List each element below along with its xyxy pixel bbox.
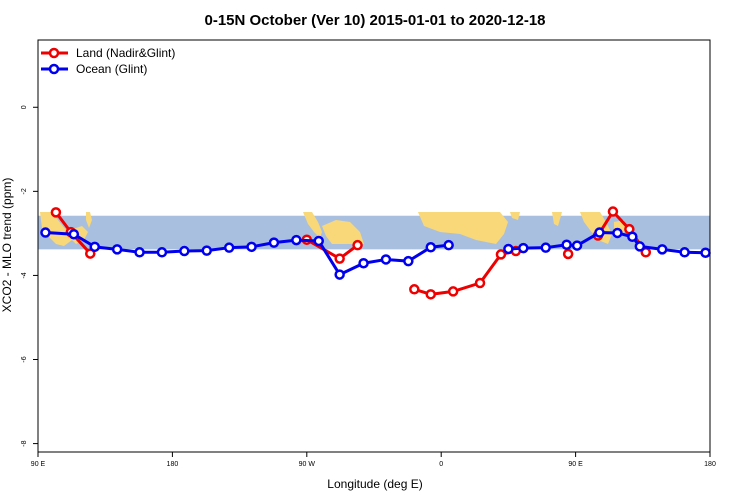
data-point: [352, 239, 363, 251]
data-point: [380, 254, 392, 265]
data-point: [656, 244, 668, 255]
data-point: [68, 228, 80, 240]
series-ocean: [40, 227, 711, 280]
x-tick-label: 180: [167, 461, 179, 468]
data-point: [627, 231, 638, 243]
x-tick-label: 90 E: [31, 461, 46, 468]
x-tick-label: 90 E: [568, 461, 583, 468]
land-shape: [418, 212, 508, 244]
x-axis: 90 E 180 90 W 0 90 E 180: [31, 452, 716, 468]
data-point: [313, 235, 324, 247]
data-point: [503, 243, 514, 255]
data-point: [562, 248, 574, 260]
data-point: [447, 286, 459, 297]
x-tick-label: 180: [704, 461, 716, 468]
land-shape: [322, 220, 364, 244]
legend-label-ocean: Ocean (Glint): [76, 62, 147, 76]
data-point: [40, 227, 51, 238]
data-point: [223, 242, 235, 253]
legend-label-land: Land (Nadir&Glint): [76, 46, 175, 60]
series-line: [596, 210, 648, 254]
data-point: [334, 253, 345, 264]
land-shape: [510, 212, 520, 220]
data-point: [201, 245, 212, 256]
x-tick-label: 0: [439, 461, 443, 468]
y-axis: 0 -2 -4 -6 -8: [21, 105, 38, 447]
legend: Land (Nadir&Glint) Ocean (Glint): [41, 46, 175, 76]
data-point: [594, 227, 605, 238]
data-point: [409, 284, 420, 295]
y-tick-label: -8: [21, 440, 28, 446]
y-tick-label: -6: [21, 356, 28, 362]
data-point: [425, 242, 436, 253]
y-tick-label: -4: [21, 272, 28, 278]
plot-area: [37, 39, 711, 453]
data-point: [50, 207, 62, 218]
legend-marker-land: [48, 47, 60, 59]
data-point: [403, 255, 414, 267]
data-point: [334, 269, 345, 280]
y-tick-label: -2: [21, 188, 28, 194]
data-point: [291, 234, 302, 246]
land-shape: [552, 212, 562, 226]
data-point: [156, 247, 168, 258]
data-point: [474, 277, 486, 289]
data-point: [89, 241, 100, 253]
data-point: [443, 239, 454, 251]
x-tick-label: 90 W: [299, 461, 316, 468]
y-tick-label: 0: [21, 105, 28, 109]
chart-title: 0-15N October (Ver 10) 2015-01-01 to 202…: [204, 12, 545, 29]
data-point: [111, 244, 123, 255]
land-shape: [86, 212, 92, 228]
x-axis-title: Longitude (deg E): [327, 477, 422, 491]
legend-item-land: Land (Nadir&Glint): [41, 46, 175, 60]
plot-frame: [37, 39, 711, 453]
data-point: [571, 240, 583, 251]
land-masses: [40, 212, 626, 246]
data-point: [495, 249, 507, 260]
data-point: [268, 237, 280, 248]
data-point: [134, 247, 145, 258]
data-point: [540, 242, 551, 253]
land-shape: [580, 212, 612, 244]
data-point: [634, 241, 646, 252]
legend-item-ocean: Ocean (Glint): [41, 62, 147, 76]
data-point: [179, 245, 190, 257]
data-point: [561, 239, 572, 250]
data-point: [700, 247, 711, 258]
data-point: [425, 289, 436, 300]
data-point: [358, 257, 369, 269]
land-shape: [40, 212, 72, 246]
y-axis-title: XCO2 - MLO trend (ppm): [0, 178, 14, 313]
data-point: [679, 247, 690, 258]
data-point: [246, 241, 257, 253]
data-point: [612, 227, 623, 239]
data-point: [607, 206, 619, 217]
series-layer: [40, 206, 711, 300]
legend-marker-ocean: [48, 63, 60, 75]
land-shape: [303, 212, 322, 238]
data-point: [518, 242, 529, 254]
